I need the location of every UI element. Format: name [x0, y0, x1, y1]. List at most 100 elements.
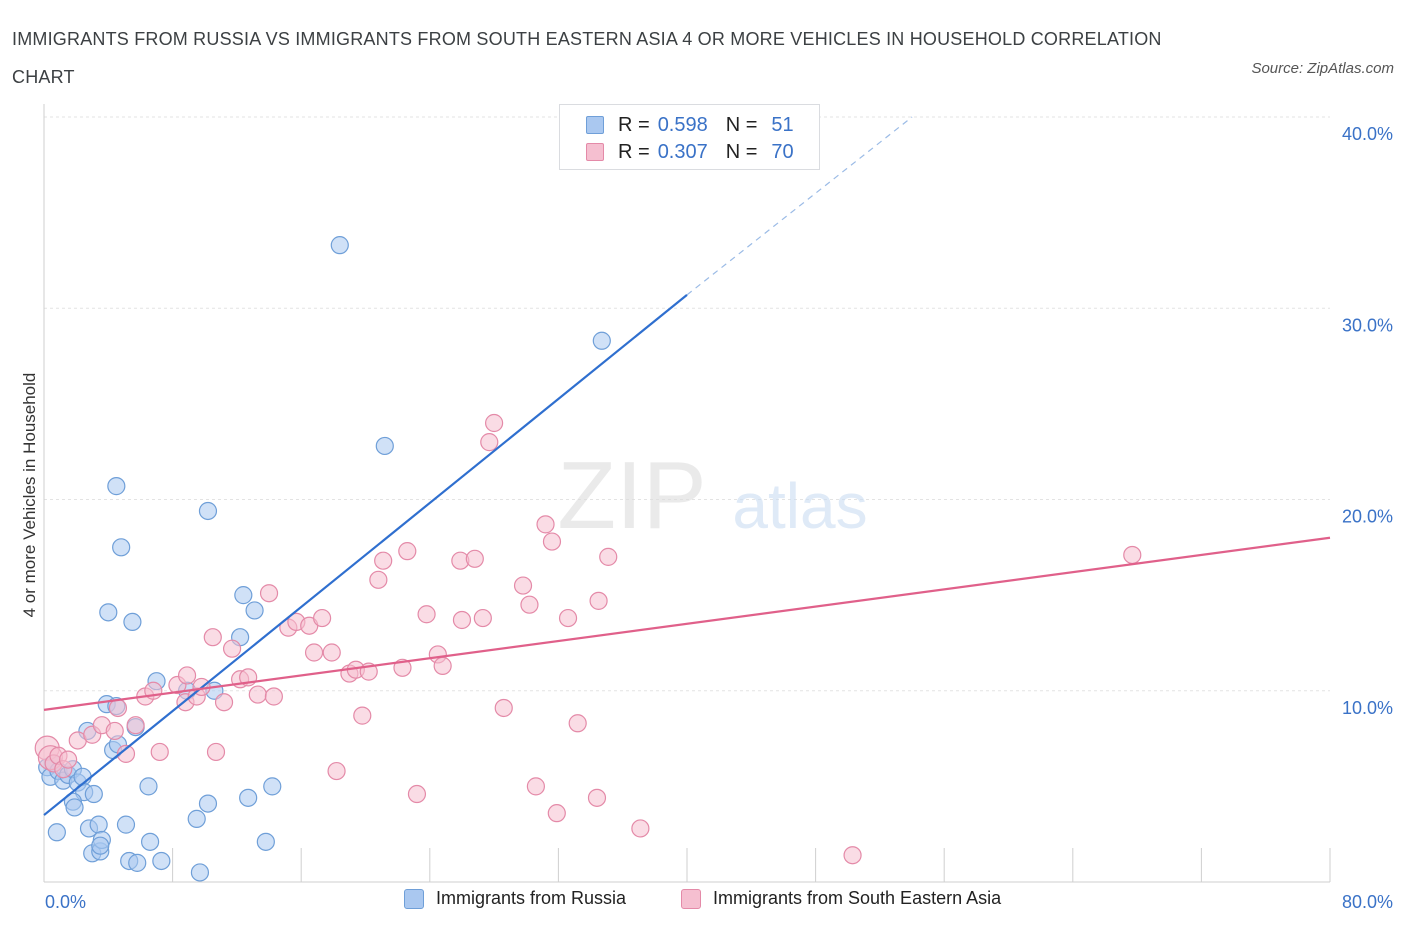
russia-point — [152, 851, 171, 871]
r-label: R = — [618, 113, 650, 136]
sea-point — [485, 413, 504, 433]
russia-point — [128, 853, 147, 872]
sea-point — [480, 433, 499, 452]
y-tick-label: 20.0% — [1342, 507, 1393, 527]
sea-point — [558, 608, 578, 628]
grid-layer — [44, 116, 1330, 692]
sea-point — [433, 656, 452, 675]
sea-point — [150, 742, 169, 762]
sea-swatch — [586, 143, 604, 161]
sea-point — [513, 576, 533, 595]
legend-label-russia: Immigrants from Russia — [436, 888, 627, 908]
sea-point — [568, 714, 587, 733]
sea-point — [843, 846, 862, 865]
russia-point — [65, 798, 84, 817]
sea-point — [520, 595, 539, 614]
y-tick-label: 30.0% — [1342, 315, 1393, 335]
sea-point — [264, 687, 283, 706]
russia-point — [239, 788, 258, 807]
y-tick-label: 10.0% — [1342, 698, 1393, 718]
stats-row-russia: R = 0.598 N = 51 — [586, 112, 794, 138]
x-tick-label: 80.0% — [1342, 892, 1393, 912]
sea-point — [587, 788, 607, 807]
sea-point — [407, 784, 427, 804]
chart-title: IMMIGRANTS FROM RUSSIA VS IMMIGRANTS FRO… — [12, 29, 1162, 87]
sea-point — [259, 584, 279, 603]
sea-point — [631, 819, 650, 838]
russia-trend-line — [43, 294, 688, 816]
russia-point — [198, 794, 218, 813]
stats-legend: R = 0.598 N = 51 R = 0.307 N = 70 — [559, 104, 820, 170]
sea-point — [465, 549, 484, 568]
russia-point — [99, 603, 118, 622]
r-value: 0.598 — [657, 113, 708, 136]
russia-point — [116, 815, 136, 834]
watermark-zip: ZIP — [557, 442, 706, 549]
russia-point — [234, 586, 253, 605]
russia-point — [263, 777, 282, 796]
n-value: 51 — [771, 113, 794, 136]
sea-point — [203, 628, 222, 647]
legend-item-russia[interactable]: Immigrants from Russia — [404, 888, 626, 909]
legend-item-sea[interactable]: Immigrants from South Eastern Asia — [681, 888, 1001, 909]
russia-point — [107, 477, 126, 496]
russia-point — [256, 832, 275, 851]
stats-row-sea: R = 0.307 N = 70 — [586, 139, 794, 165]
tick-label-layer: 10.0% 20.0% 30.0% 40.0% 0.0% 80.0% — [45, 124, 1393, 912]
sea-point — [214, 693, 234, 712]
sea-point — [1123, 545, 1142, 565]
x-tick-label: 0.0% — [45, 892, 86, 912]
russia-point — [91, 836, 110, 855]
sea-point — [206, 742, 226, 762]
sea-point — [116, 744, 136, 763]
sea-point — [589, 591, 608, 610]
y-tick-label: 40.0% — [1342, 124, 1393, 144]
russia-point — [330, 236, 349, 255]
n-value: 70 — [771, 140, 794, 163]
sea-point — [312, 608, 332, 628]
sea-point — [599, 547, 618, 566]
sea-point — [398, 542, 417, 561]
points-layer — [34, 236, 1142, 882]
russia-point — [84, 784, 103, 804]
sea-point — [452, 610, 472, 630]
sea-point — [126, 716, 145, 735]
sea-point — [473, 608, 492, 628]
russia-point — [190, 863, 210, 882]
russia-point — [47, 823, 66, 842]
source-label: Source: ZipAtlas.com — [1251, 60, 1394, 77]
n-label: N = — [725, 113, 758, 136]
r-value: 0.307 — [657, 140, 708, 163]
russia-point — [375, 436, 394, 456]
russia-point — [89, 815, 108, 834]
watermark-atlas: atlas — [732, 470, 867, 542]
russia-point — [187, 809, 206, 828]
russia-point — [112, 538, 131, 557]
sea-point — [177, 666, 197, 685]
sea-point — [322, 643, 341, 662]
sea-point — [536, 515, 555, 534]
russia-point — [592, 331, 611, 350]
russia-trend-line-extension — [686, 116, 913, 296]
russia-point — [198, 501, 218, 521]
sea-legend-swatch — [681, 888, 701, 909]
russia-swatch — [586, 116, 604, 134]
russia-point — [140, 832, 160, 851]
sea-point — [547, 804, 566, 823]
sea-point — [304, 643, 324, 662]
series-legend: Immigrants from Russia Immigrants from S… — [0, 888, 1406, 916]
legend-label-sea: Immigrants from South Eastern Asia — [713, 888, 1002, 908]
trend-layer — [43, 116, 1331, 816]
sea-point — [248, 685, 267, 704]
sea-point — [59, 750, 78, 769]
sea-point — [353, 706, 372, 725]
russia-point — [139, 777, 158, 796]
sea-point — [327, 761, 346, 781]
sea-point — [105, 721, 124, 741]
russia-point — [123, 612, 142, 632]
sea-point — [374, 551, 393, 570]
watermark: ZIP atlas — [557, 442, 867, 549]
n-label: N = — [725, 140, 758, 163]
sea-point — [542, 532, 562, 551]
